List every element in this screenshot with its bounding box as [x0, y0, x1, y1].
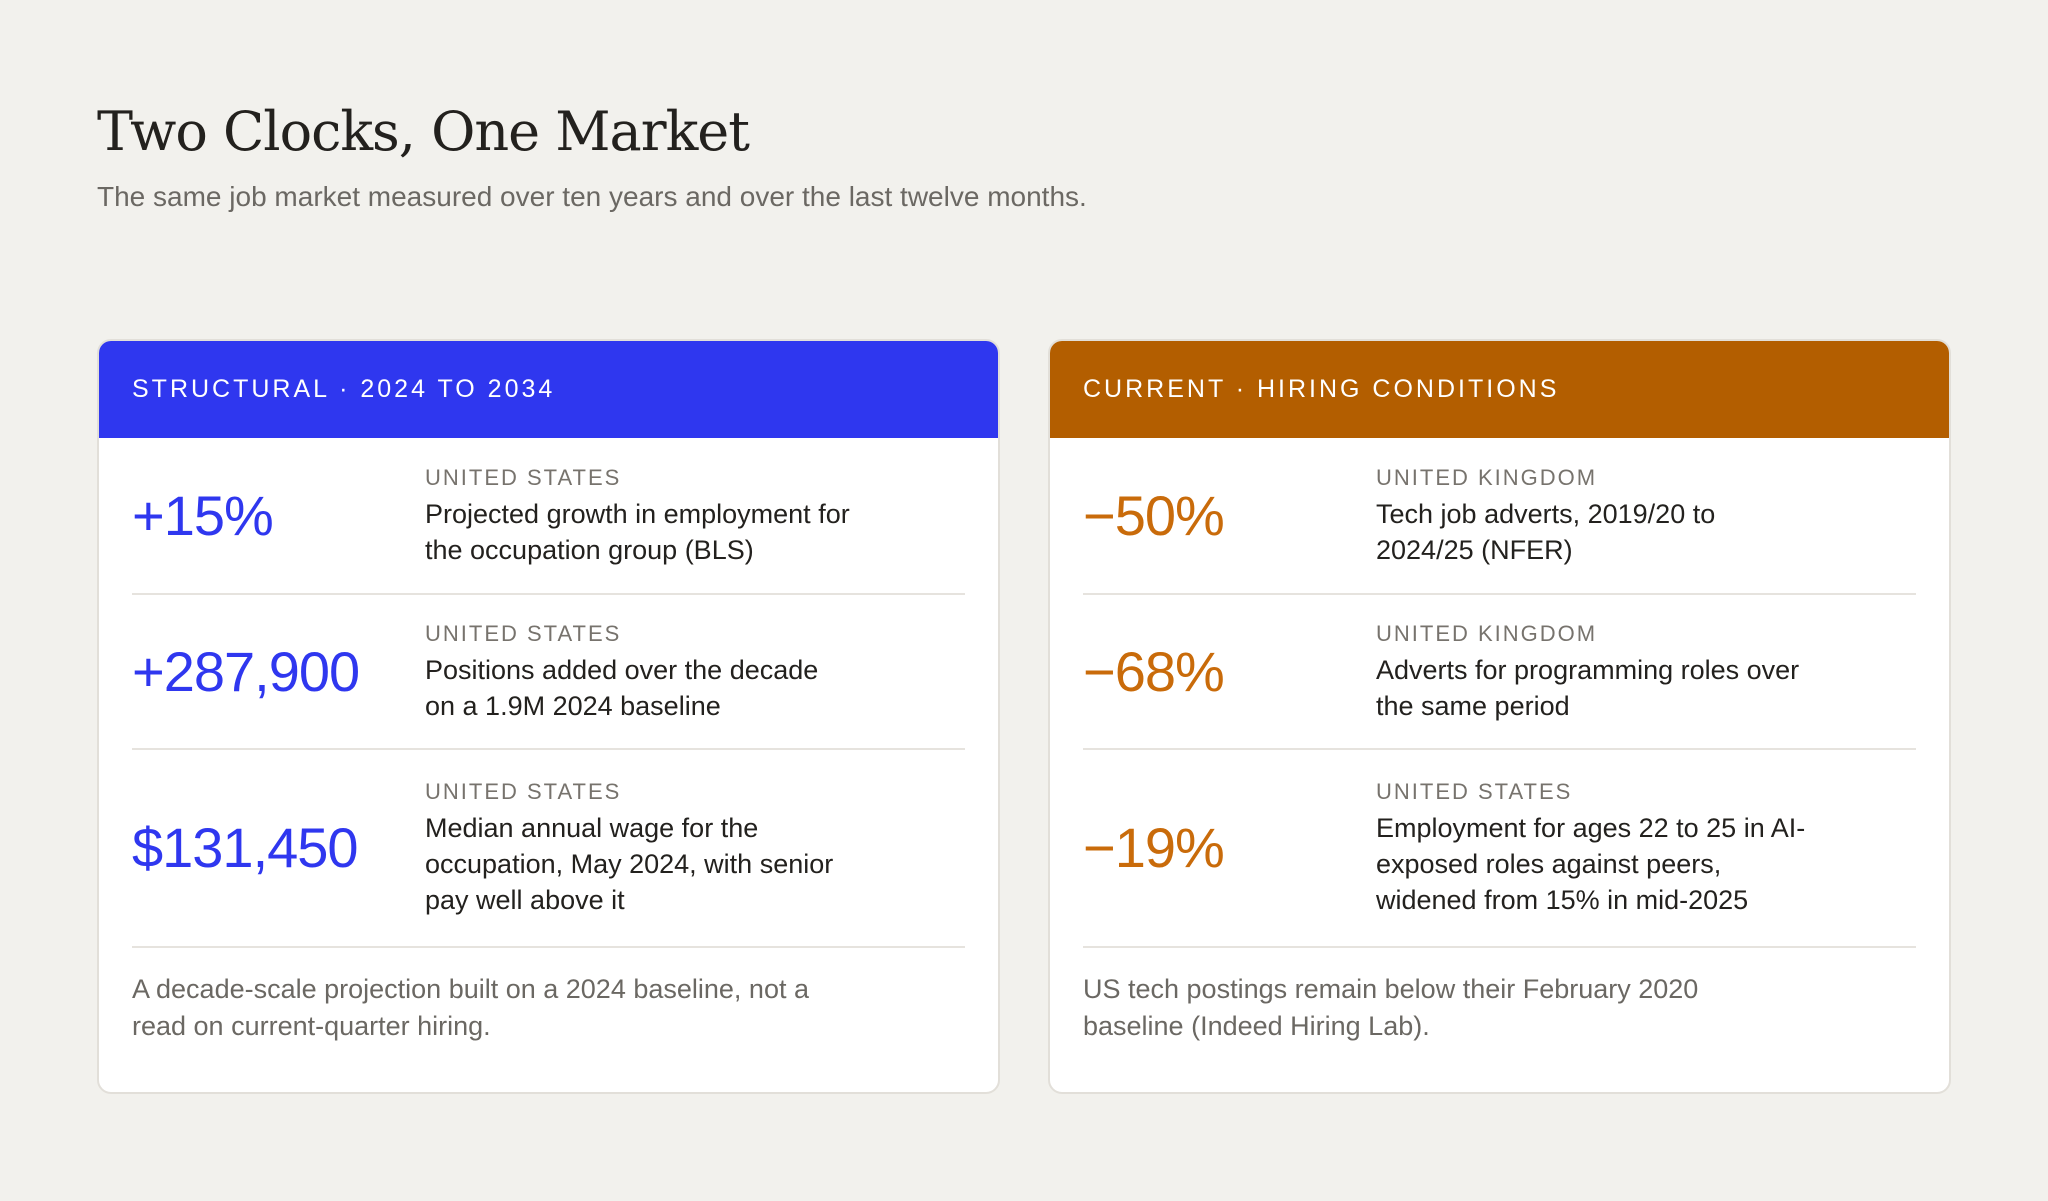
comparison-cards: STRUCTURAL · 2024 TO 2034 +15% UNITED ST… — [97, 339, 1951, 1094]
metric-region: UNITED KINGDOM — [1376, 620, 1598, 646]
page-header: Two Clocks, One Market The same job mark… — [97, 97, 1947, 215]
metric-description: Median annual wage for the occupation, M… — [425, 813, 834, 915]
metric-region: UNITED KINGDOM — [1376, 464, 1598, 490]
metric-region: UNITED STATES — [425, 464, 622, 490]
metric-row: +287,900 UNITED STATES Positions added o… — [132, 595, 965, 750]
metric-value: +15% — [132, 483, 274, 547]
structural-card-note: A decade-scale projection built on a 202… — [132, 974, 809, 1041]
metric-row: −50% UNITED KINGDOM Tech job adverts, 20… — [1083, 438, 1916, 595]
metric-value: −68% — [1083, 639, 1225, 703]
current-card: CURRENT · HIRING CONDITIONS −50% UNITED … — [1048, 339, 1951, 1094]
metric-value: −50% — [1083, 483, 1225, 547]
metric-row: $131,450 UNITED STATES Median annual wag… — [132, 750, 965, 948]
structural-card-header: STRUCTURAL · 2024 TO 2034 — [99, 341, 998, 438]
metric-text: UNITED KINGDOM Adverts for programming r… — [1376, 620, 1806, 724]
metric-text: UNITED KINGDOM Tech job adverts, 2019/20… — [1376, 464, 1806, 568]
metric-description: Positions added over the decade on a 1.9… — [425, 654, 819, 721]
structural-card-body: +15% UNITED STATES Projected growth in e… — [99, 438, 998, 1045]
page-title: Two Clocks, One Market — [97, 100, 750, 163]
metric-description: Projected growth in employment for the o… — [425, 498, 850, 565]
metric-region: UNITED STATES — [1376, 779, 1573, 804]
page-subtitle: The same job market measured over ten ye… — [97, 181, 1087, 212]
current-card-note: US tech postings remain below their Febr… — [1083, 974, 1699, 1041]
metric-region: UNITED STATES — [425, 779, 622, 804]
metric-description: Employment for ages 22 to 25 in AI-expos… — [1376, 813, 1806, 915]
metric-row: −68% UNITED KINGDOM Adverts for programm… — [1083, 595, 1916, 750]
metric-row: +15% UNITED STATES Projected growth in e… — [132, 438, 965, 595]
metric-value: $131,450 — [132, 816, 359, 879]
metric-description: Tech job adverts, 2019/20 to 2024/25 (NF… — [1376, 498, 1716, 565]
metric-description: Adverts for programming roles over the s… — [1376, 654, 1800, 721]
structural-card: STRUCTURAL · 2024 TO 2034 +15% UNITED ST… — [97, 339, 1000, 1094]
metric-text: UNITED STATES Median annual wage for the… — [425, 778, 855, 918]
metric-text: UNITED STATES Projected growth in employ… — [425, 464, 855, 568]
metric-text: UNITED STATES Positions added over the d… — [425, 620, 855, 724]
current-card-body: −50% UNITED KINGDOM Tech job adverts, 20… — [1050, 438, 1949, 1045]
current-card-header: CURRENT · HIRING CONDITIONS — [1050, 341, 1949, 438]
metric-region: UNITED STATES — [425, 620, 622, 646]
metric-value: +287,900 — [132, 639, 360, 703]
metric-value: −19% — [1083, 816, 1225, 879]
metric-text: UNITED STATES Employment for ages 22 to … — [1376, 778, 1806, 918]
metric-row: −19% UNITED STATES Employment for ages 2… — [1083, 750, 1916, 948]
